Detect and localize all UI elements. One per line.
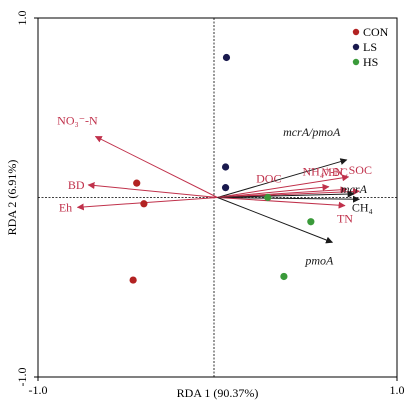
point-ls	[222, 53, 231, 62]
y-tick-label: -1.0	[15, 368, 29, 387]
vector-arrow	[217, 197, 346, 209]
vector-label: MBC	[321, 165, 348, 179]
vector-label: pmoA	[304, 253, 334, 267]
vector-arrow	[87, 182, 218, 198]
point-con	[133, 179, 141, 187]
legend-marker-con	[352, 28, 360, 36]
axes: -1.0 1.0 1.0 -1.0 RDA 1 (90.37%) RDA 2 (6.91%…	[5, 11, 405, 401]
point-con	[129, 276, 137, 284]
legend-label: LS	[363, 40, 377, 54]
vector-label: TN	[337, 212, 353, 226]
vector-label: NO₃⁻-N	[57, 113, 98, 127]
vector-label: CH₄	[352, 200, 373, 214]
x-tick-label: -1.0	[29, 383, 48, 397]
sample-points	[129, 53, 315, 284]
x-axis-label: RDA 1 (90.37%)	[177, 386, 259, 400]
legend-marker-hs	[352, 58, 360, 66]
point-ls	[221, 163, 230, 171]
vector-arrow	[94, 136, 218, 198]
vector-label: SOC	[349, 163, 372, 177]
vector-label: mcrA/pmoA	[283, 125, 341, 139]
legend-marker-ls	[352, 43, 360, 51]
vector-label: mcrA	[341, 182, 368, 196]
vector-arrow	[217, 197, 334, 244]
x-tick-label: 1.0	[390, 383, 405, 397]
vector-label: BD	[68, 178, 85, 192]
point-con	[140, 200, 148, 208]
point-ls	[221, 184, 230, 192]
vector-label: NH₄⁺-N	[302, 164, 343, 178]
vector-label: DOC	[256, 172, 281, 186]
vectors: NO₃⁻-N BD Eh mcrA/pmoA MBC DOC NH₄⁺-N SOC mcrA CH…	[57, 113, 373, 267]
vector-arrow	[217, 174, 350, 198]
point-hs	[307, 218, 315, 226]
y-axis-label: RDA 2 (6.91%)	[5, 160, 19, 236]
vector-arrow	[217, 190, 355, 198]
y-tick-label: 1.0	[15, 11, 29, 26]
vector-label: Eh	[59, 200, 72, 214]
vector-arrow	[217, 158, 348, 198]
legend-label: CON	[363, 25, 389, 39]
vector-arrow	[217, 183, 330, 198]
point-hs	[280, 272, 288, 281]
vector-arrow	[76, 197, 218, 211]
vector-arrow	[217, 195, 361, 203]
legend-label: HS	[363, 55, 378, 69]
point-hs	[264, 193, 272, 202]
